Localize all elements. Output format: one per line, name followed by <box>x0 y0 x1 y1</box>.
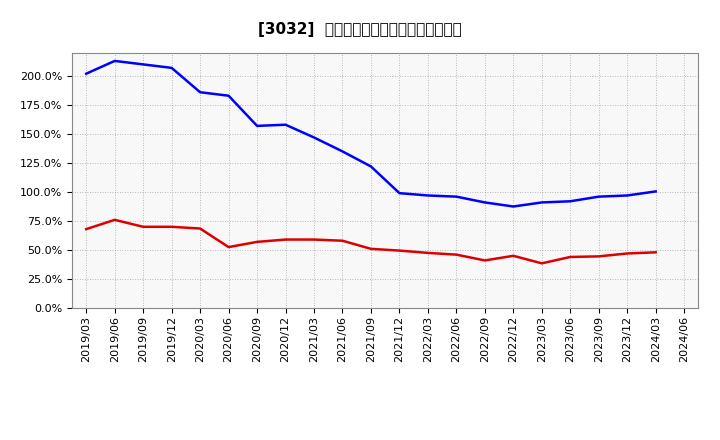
固定比率 <box>395 191 404 196</box>
固定比率 <box>282 122 290 127</box>
固定比率 <box>225 93 233 99</box>
固定比率 <box>623 193 631 198</box>
固定長期適合率 <box>253 239 261 245</box>
固定長期適合率 <box>366 246 375 252</box>
固定比率 <box>338 149 347 154</box>
固定比率 <box>366 164 375 169</box>
Line: 固定長期適合率: 固定長期適合率 <box>86 220 656 263</box>
固定長期適合率 <box>652 249 660 255</box>
固定比率 <box>139 62 148 67</box>
固定長期適合率 <box>566 254 575 260</box>
固定比率 <box>652 189 660 194</box>
固定長期適合率 <box>338 238 347 243</box>
固定長期適合率 <box>537 260 546 266</box>
固定長期適合率 <box>82 227 91 232</box>
固定長期適合率 <box>480 258 489 263</box>
固定比率 <box>310 135 318 140</box>
固定長期適合率 <box>282 237 290 242</box>
固定比率 <box>253 123 261 128</box>
固定比率 <box>110 58 119 63</box>
固定比率 <box>595 194 603 199</box>
固定長期適合率 <box>623 251 631 256</box>
固定比率 <box>480 200 489 205</box>
固定比率 <box>537 200 546 205</box>
固定長期適合率 <box>595 254 603 259</box>
固定長期適合率 <box>110 217 119 223</box>
固定比率 <box>509 204 518 209</box>
固定比率 <box>167 65 176 70</box>
固定長期適合率 <box>139 224 148 229</box>
Text: [3032]  固定比率、固定長期適合率の推移: [3032] 固定比率、固定長期適合率の推移 <box>258 22 462 37</box>
固定比率 <box>423 193 432 198</box>
固定長期適合率 <box>452 252 461 257</box>
Line: 固定比率: 固定比率 <box>86 61 656 206</box>
固定比率 <box>566 198 575 204</box>
固定長期適合率 <box>196 226 204 231</box>
固定長期適合率 <box>509 253 518 258</box>
固定比率 <box>82 71 91 76</box>
固定長期適合率 <box>423 250 432 256</box>
固定長期適合率 <box>225 245 233 250</box>
固定比率 <box>452 194 461 199</box>
固定長期適合率 <box>167 224 176 229</box>
固定長期適合率 <box>395 248 404 253</box>
固定長期適合率 <box>310 237 318 242</box>
固定比率 <box>196 90 204 95</box>
